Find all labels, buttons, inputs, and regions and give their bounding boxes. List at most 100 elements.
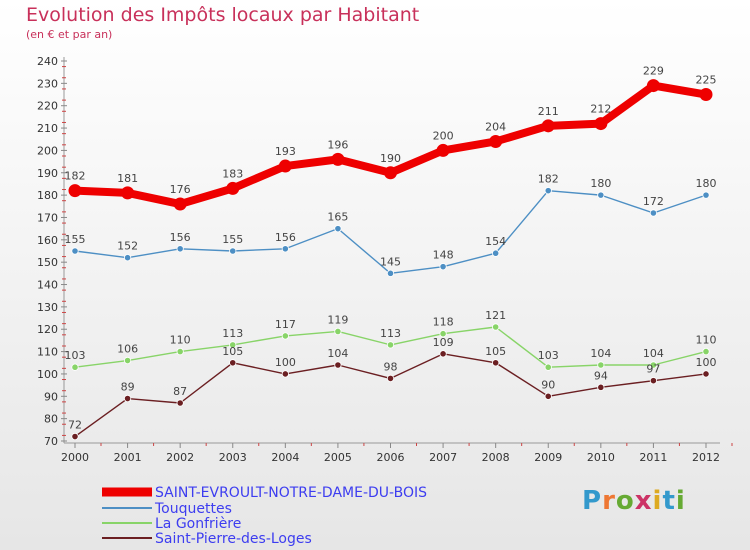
- data-point: [702, 347, 710, 356]
- data-point: [649, 377, 658, 385]
- data-label: 87: [173, 385, 187, 398]
- proxiti-logo: Proxiti: [582, 486, 686, 516]
- y-tick-label: 130: [37, 301, 58, 314]
- data-label: 105: [485, 345, 506, 358]
- data-point: [702, 191, 710, 199]
- data-point: [334, 327, 342, 336]
- series-la-gonfriere: [71, 323, 710, 371]
- data-label: 229: [643, 65, 664, 78]
- x-tick-label: 2001: [114, 451, 142, 464]
- data-point: [123, 356, 132, 365]
- data-point: [597, 383, 605, 391]
- data-label: 121: [485, 309, 506, 322]
- data-point: [544, 363, 552, 371]
- x-tick-label: 2008: [482, 451, 510, 464]
- y-tick-label: 110: [37, 346, 58, 359]
- y-tick-label: 90: [44, 390, 58, 403]
- data-label: 103: [538, 349, 559, 362]
- x-tick-label: 2005: [324, 451, 352, 464]
- data-label: 204: [485, 120, 506, 133]
- x-tick-label: 2006: [377, 451, 405, 464]
- data-point: [384, 166, 397, 180]
- data-point: [229, 247, 237, 255]
- axes: 7080901001101201301401501601701801902002…: [37, 55, 733, 464]
- data-label: 119: [327, 313, 348, 326]
- y-tick-label: 160: [37, 234, 58, 247]
- data-point: [702, 370, 710, 378]
- x-tick-label: 2002: [166, 451, 194, 464]
- data-point: [541, 119, 555, 133]
- data-point: [439, 263, 447, 271]
- data-label: 103: [65, 349, 86, 362]
- data-point: [229, 341, 237, 349]
- x-tick-label: 2000: [61, 451, 89, 464]
- data-label: 182: [538, 173, 559, 186]
- data-point: [386, 269, 395, 277]
- y-tick-label: 80: [44, 413, 58, 426]
- y-tick-label: 210: [37, 122, 58, 135]
- data-label: 118: [433, 316, 454, 329]
- data-point: [123, 394, 132, 403]
- y-tick-label: 120: [37, 323, 58, 336]
- data-point: [544, 392, 552, 400]
- series-lines: [68, 79, 713, 441]
- data-point: [176, 245, 184, 253]
- legend: SAINT-EVROULT-NOTRE-DAME-DU-BOISTouquett…: [102, 485, 427, 547]
- legend-label: Saint-Pierre-des-Loges: [155, 531, 312, 547]
- data-point: [281, 370, 289, 378]
- x-tick-label: 2009: [534, 451, 562, 464]
- data-label: 181: [117, 172, 138, 185]
- data-point: [176, 399, 184, 407]
- y-tick-label: 190: [37, 167, 58, 180]
- y-tick-label: 200: [37, 144, 58, 157]
- data-label: 176: [170, 183, 191, 196]
- data-label: 225: [696, 74, 717, 87]
- data-labels: 72 89 87 105 100 104 98 109 105 90 94 97 100 103 106 11…: [65, 65, 717, 432]
- data-label: 183: [222, 167, 243, 180]
- chart-subtitle: (en € et par an): [26, 28, 113, 41]
- data-point: [649, 209, 658, 217]
- data-label: 156: [170, 231, 191, 244]
- data-label: 98: [384, 360, 398, 373]
- data-label: 211: [538, 105, 559, 118]
- data-label: 180: [696, 177, 717, 190]
- data-point: [649, 361, 658, 369]
- x-tick-label: 2012: [692, 451, 720, 464]
- x-tick-label: 2010: [587, 451, 615, 464]
- data-point: [597, 191, 605, 199]
- data-label: 109: [433, 336, 454, 349]
- y-tick-label: 140: [37, 279, 58, 292]
- data-point: [492, 359, 500, 367]
- series-saint-evroult: [68, 79, 713, 211]
- data-label: 117: [275, 318, 296, 331]
- data-point: [281, 245, 289, 253]
- data-point: [226, 181, 240, 195]
- data-point: [544, 187, 552, 195]
- y-tick-label: 220: [37, 100, 58, 113]
- data-point: [646, 79, 660, 93]
- data-label: 110: [170, 334, 191, 347]
- data-label: 110: [696, 334, 717, 347]
- y-tick-label: 180: [37, 189, 58, 202]
- y-tick-label: 100: [37, 368, 58, 381]
- series-touquettes: [71, 187, 710, 277]
- data-point: [439, 330, 447, 338]
- data-label: 104: [643, 347, 664, 360]
- data-label: 190: [380, 152, 401, 165]
- data-point: [121, 186, 135, 200]
- legend-label: SAINT-EVROULT-NOTRE-DAME-DU-BOIS: [155, 485, 427, 501]
- data-label: 94: [594, 369, 608, 382]
- data-label: 155: [65, 233, 86, 246]
- data-label: 145: [380, 255, 401, 268]
- data-label: 106: [117, 343, 138, 356]
- data-point: [386, 374, 395, 383]
- data-point: [176, 347, 184, 356]
- data-label: 193: [275, 145, 296, 158]
- data-point: [334, 225, 342, 233]
- x-tick-label: 2011: [639, 451, 667, 464]
- data-point: [334, 361, 342, 369]
- data-point: [594, 117, 608, 131]
- data-point: [386, 341, 395, 349]
- y-tick-label: 170: [37, 211, 58, 224]
